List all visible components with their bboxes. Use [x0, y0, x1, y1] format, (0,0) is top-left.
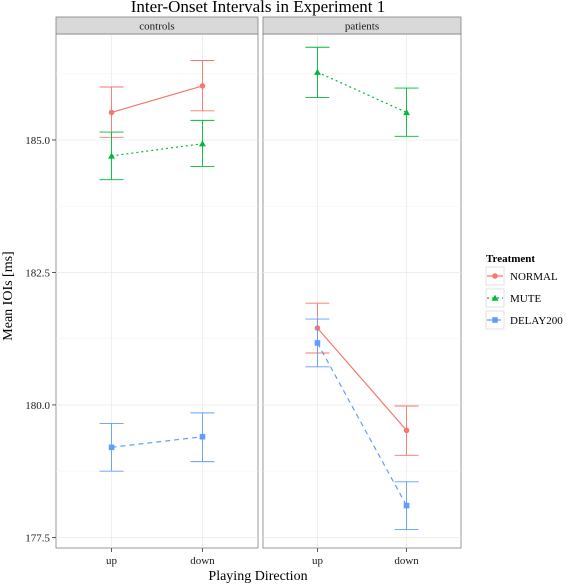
legend-key-marker [492, 317, 498, 323]
series-line [111, 436, 203, 448]
series-normal [99, 60, 215, 138]
y-tick-label: 182.5 [25, 267, 50, 279]
legend-label: MUTE [510, 293, 541, 305]
strip-label-controls: controls [139, 21, 174, 33]
series-mute [99, 119, 215, 181]
data-point [108, 109, 115, 116]
x-axis-title: Playing Direction [208, 569, 307, 584]
series-line [111, 85, 203, 114]
series-delay200 [305, 318, 419, 530]
legend-key-marker [491, 294, 499, 301]
legend-key-marker [492, 273, 498, 279]
panel-background [262, 33, 462, 549]
data-point [403, 109, 410, 116]
legend-label: NORMAL [510, 271, 558, 283]
panel-controls: controls up down [55, 16, 259, 567]
panel-background [55, 33, 259, 549]
legend-title: Treatment [486, 253, 535, 265]
strip-label-patients: patients [345, 21, 379, 33]
series-line [316, 342, 408, 506]
data-point [403, 502, 410, 509]
panel-patients: patients up down [262, 16, 462, 567]
y-tick-label: 185.0 [25, 135, 50, 147]
x-tick-label: up [106, 555, 118, 567]
legend-entry-mute: MUTE [485, 288, 541, 308]
y-tick-label: 180.0 [25, 400, 50, 412]
data-point [403, 427, 410, 434]
data-point [314, 68, 321, 75]
series-mute [305, 46, 419, 137]
series-line [111, 143, 203, 157]
data-point [199, 433, 206, 440]
strip-background [55, 16, 259, 35]
data-point [108, 152, 115, 159]
y-tick-label: 177.5 [25, 532, 50, 544]
x-tick-label: down [190, 555, 215, 567]
legend-entry-delay200: DELAY200 [485, 310, 563, 330]
series-line [317, 71, 407, 113]
series-delay200 [99, 412, 215, 472]
data-point [108, 444, 115, 451]
strip-background [262, 16, 462, 35]
x-tick-label: up [312, 555, 324, 567]
x-tick-label: down [394, 555, 419, 567]
chart-title: Inter-Onset Intervals in Experiment 1 [131, 0, 386, 16]
data-point [314, 340, 321, 346]
data-point [199, 83, 206, 89]
data-point [199, 140, 206, 147]
series-line [316, 327, 408, 431]
panels: controls up down patients up down [55, 16, 462, 567]
legend: Treatment NORMAL MUTE DELAY200 [485, 253, 563, 330]
legend-entry-normal: NORMAL [485, 266, 558, 286]
y-axis-title: Mean IOIs [ms] [1, 251, 16, 340]
legend-label: DELAY200 [510, 315, 563, 327]
